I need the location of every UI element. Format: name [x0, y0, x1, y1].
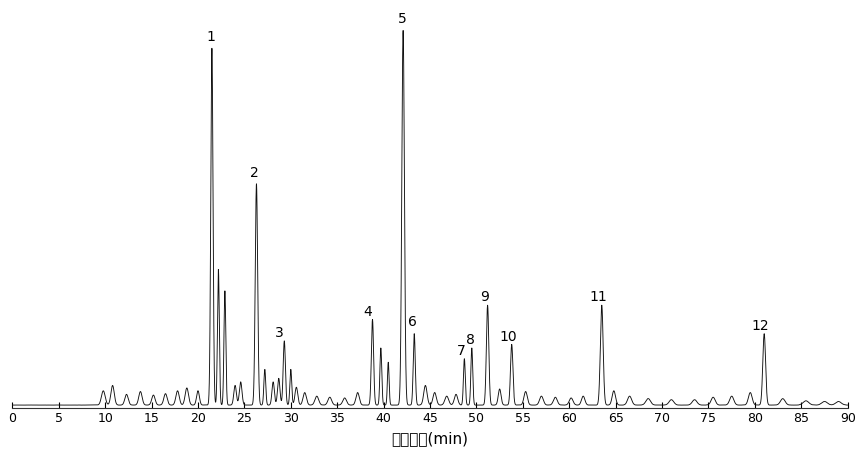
- Text: 4: 4: [364, 305, 372, 319]
- Text: 5: 5: [397, 12, 407, 26]
- Text: 10: 10: [499, 330, 517, 344]
- Text: 11: 11: [589, 291, 607, 305]
- X-axis label: 保留时间(min): 保留时间(min): [391, 431, 468, 446]
- Text: 1: 1: [206, 30, 215, 44]
- Text: 12: 12: [752, 319, 769, 333]
- Text: 3: 3: [276, 326, 284, 340]
- Text: 2: 2: [251, 166, 259, 180]
- Text: 9: 9: [480, 291, 489, 305]
- Text: 7: 7: [457, 344, 466, 358]
- Text: 8: 8: [466, 333, 474, 347]
- Text: 6: 6: [408, 316, 416, 330]
